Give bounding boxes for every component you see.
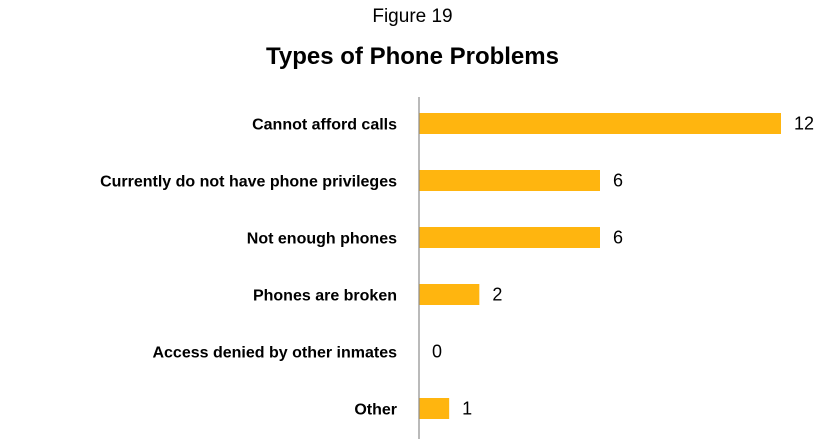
bar bbox=[419, 170, 600, 191]
bar bbox=[419, 284, 480, 305]
value-label: 6 bbox=[613, 171, 623, 191]
category-label: Phones are broken bbox=[253, 288, 397, 305]
value-label: 1 bbox=[462, 399, 472, 419]
category-label: Currently do not have phone privileges bbox=[100, 174, 397, 191]
category-label: Other bbox=[354, 402, 397, 419]
category-label: Not enough phones bbox=[247, 231, 397, 248]
value-label: 2 bbox=[492, 285, 502, 305]
bar bbox=[419, 398, 450, 419]
category-label: Cannot afford calls bbox=[252, 117, 397, 134]
category-label: Access denied by other inmates bbox=[152, 345, 397, 362]
value-label: 6 bbox=[613, 228, 623, 248]
figure-label: Figure 19 bbox=[372, 6, 453, 27]
value-label: 12 bbox=[794, 114, 814, 134]
value-label: 0 bbox=[432, 342, 442, 362]
chart-title: Types of Phone Problems bbox=[266, 43, 559, 70]
bar bbox=[419, 227, 600, 248]
bar bbox=[419, 113, 781, 134]
